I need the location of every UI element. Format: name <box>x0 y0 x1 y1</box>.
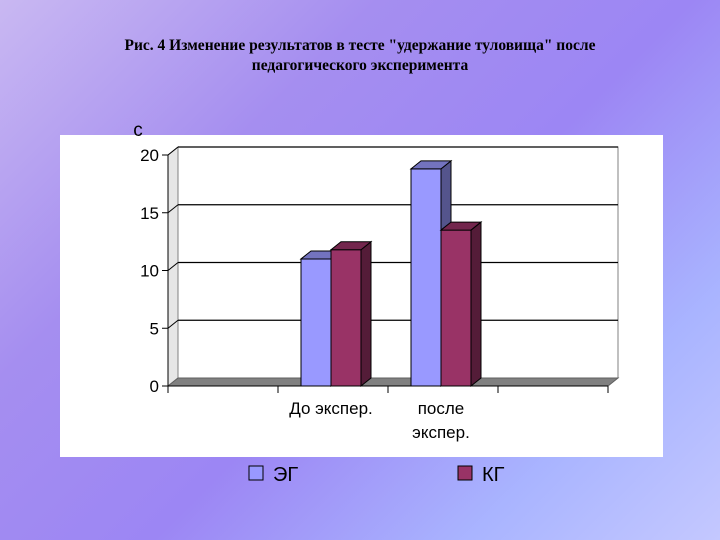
y-tick-label: 20 <box>140 146 159 165</box>
legend-label: КГ <box>482 464 505 486</box>
y-tick-label: 10 <box>140 262 159 281</box>
x-tick-label: экспер. <box>412 423 470 442</box>
gridline-side <box>167 262 179 271</box>
legend-swatch <box>248 465 264 481</box>
gridline-side <box>167 319 179 329</box>
bar-side <box>470 221 482 388</box>
slide-title-line-2: педагогического эксперимента <box>251 57 469 74</box>
bar-ЭГ-1 <box>410 168 442 387</box>
gridline-side <box>167 146 179 156</box>
bar-side <box>360 240 372 388</box>
x-tick-label: после <box>418 399 465 418</box>
bar-top <box>409 160 453 170</box>
slide-title: Рис. 4 Изменение результатов в тесте "уд… <box>30 36 690 76</box>
floor <box>166 377 620 387</box>
legend-label: ЭГ <box>273 464 298 486</box>
slide-title-line-1: Рис. 4 Изменение результатов в тесте "уд… <box>124 37 596 54</box>
bar-КГ-0 <box>330 249 362 387</box>
y-tick-label: 15 <box>140 204 159 223</box>
gridline-side <box>167 204 179 214</box>
legend-swatch <box>457 465 473 481</box>
bar-top <box>439 221 483 231</box>
bar-КГ-1 <box>440 229 472 387</box>
y-axis-label: с <box>133 120 143 141</box>
y-tick-label: 0 <box>150 377 159 396</box>
bar-ЭГ-0 <box>300 258 332 387</box>
y-tick-label: 5 <box>150 319 159 338</box>
x-tick-label: До экспер. <box>289 399 373 418</box>
bar-top <box>329 241 373 251</box>
